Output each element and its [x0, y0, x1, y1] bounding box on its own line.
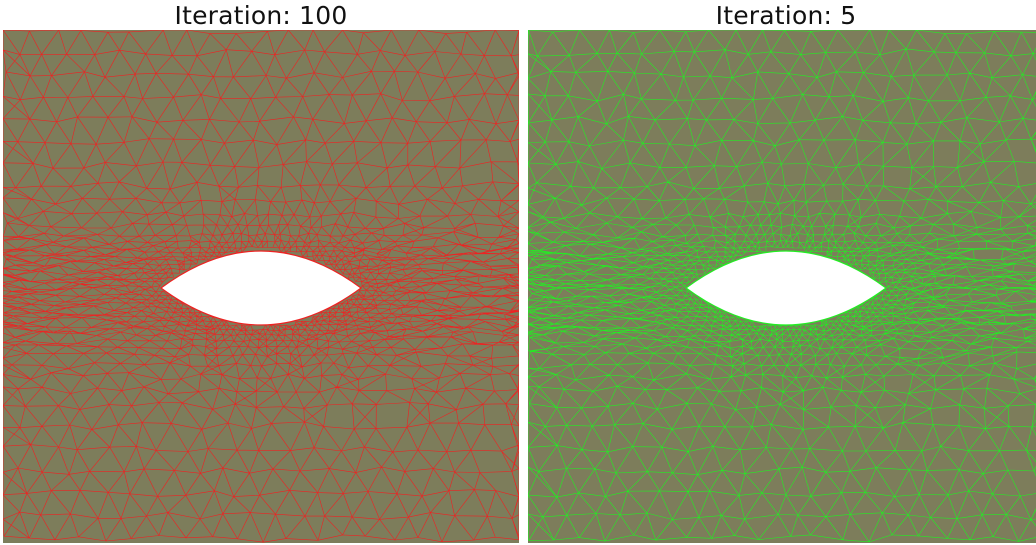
panel-title: Iteration: 100	[174, 1, 348, 30]
panel-title: Iteration: 5	[715, 1, 857, 30]
lens-hole	[684, 250, 888, 326]
mesh-edges	[3, 30, 519, 543]
triangle-mesh-plot	[3, 30, 519, 543]
mesh-panel-iteration-100: Iteration: 100	[3, 0, 519, 545]
mesh-edges	[528, 30, 1036, 543]
mesh-panel-iteration-5: Iteration: 5	[528, 0, 1036, 545]
lens-hole	[159, 250, 363, 326]
triangle-mesh-plot	[528, 30, 1036, 543]
